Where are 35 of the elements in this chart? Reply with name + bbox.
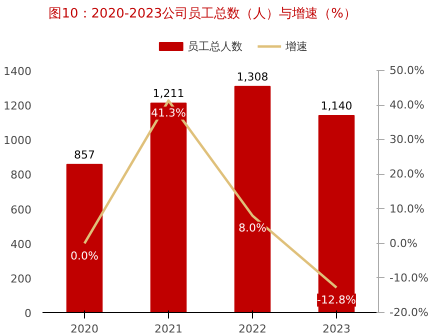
bar bbox=[66, 164, 103, 312]
y-tick-label: 1400 bbox=[4, 65, 32, 78]
data-label: 1,211 bbox=[152, 87, 184, 100]
y2-tick-label: 50.0% bbox=[390, 64, 424, 77]
y2-tick-label: 0.0% bbox=[390, 236, 418, 250]
data-label: 1,308 bbox=[236, 70, 268, 84]
x-tick-label: 2020 bbox=[70, 322, 99, 335]
y-tick-label: 200 bbox=[10, 272, 32, 286]
y2-tick-label: 30.0% bbox=[390, 133, 424, 146]
y2-tick-label: 10.0% bbox=[390, 202, 424, 216]
y-tick-label: 800 bbox=[10, 168, 32, 182]
data-label: 1,140 bbox=[320, 99, 352, 112]
x-tick-label: 2023 bbox=[322, 322, 351, 335]
y2-tick-label: 40.0% bbox=[390, 98, 424, 112]
y2-tick-label: -20.0% bbox=[390, 306, 428, 319]
y-tick-label: 0 bbox=[24, 307, 32, 320]
bar bbox=[234, 86, 271, 312]
x-tick-label: 2021 bbox=[154, 322, 183, 335]
bar bbox=[150, 102, 187, 312]
data-label: -12.8% bbox=[317, 294, 356, 307]
legend-label: 员工总人数 bbox=[188, 40, 242, 53]
data-label: 8.0% bbox=[238, 222, 266, 235]
data-label: 857 bbox=[74, 148, 95, 162]
y2-tick-label: 20.0% bbox=[390, 168, 424, 181]
chart-title: 图10：2020-2023公司员工总数（人）与增速（%） bbox=[48, 6, 356, 22]
x-tick-label: 2022 bbox=[238, 322, 267, 335]
data-label: 0.0% bbox=[70, 249, 98, 262]
y-tick-label: 400 bbox=[10, 238, 32, 251]
bar bbox=[318, 114, 355, 312]
data-label: 41.3% bbox=[151, 106, 186, 120]
y-tick-label: 600 bbox=[10, 203, 32, 216]
legend-label: 增速 bbox=[284, 40, 308, 53]
y-tick-label: 1200 bbox=[4, 100, 32, 113]
y2-tick-label: -10.0% bbox=[390, 271, 428, 284]
y-tick-label: 1000 bbox=[4, 134, 32, 148]
